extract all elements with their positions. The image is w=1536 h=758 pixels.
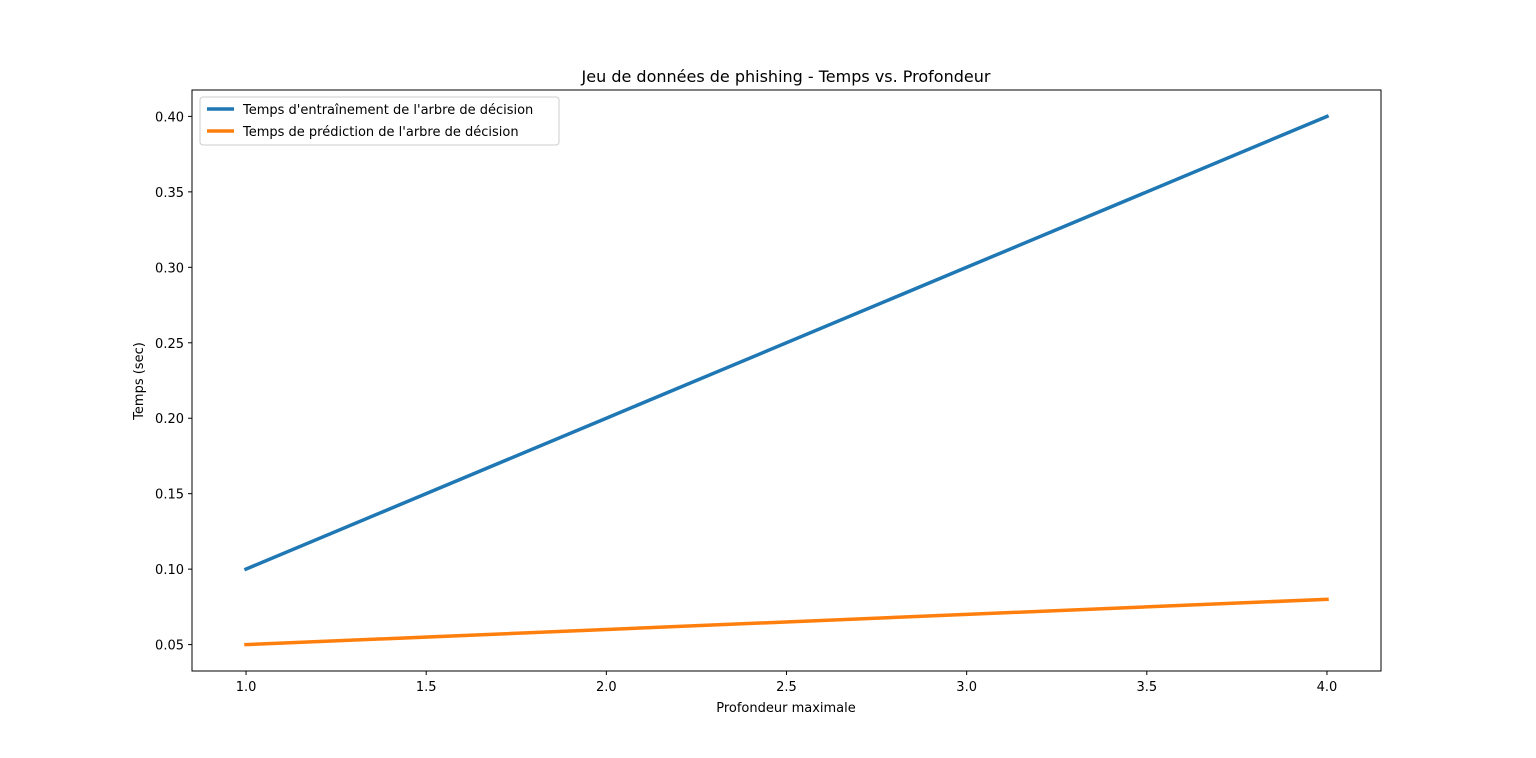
- y-tick-label: 0.05: [155, 639, 184, 654]
- legend: Temps d'entraînement de l'arbre de décis…: [199, 96, 560, 146]
- y-tick-label: 0.10: [155, 563, 184, 578]
- x-tick-label: 2.5: [776, 680, 797, 695]
- x-tick-label: 4.0: [1317, 680, 1338, 695]
- y-tick-label: 0.35: [155, 186, 184, 201]
- y-tick-label: 0.15: [155, 488, 184, 503]
- x-axis-label: Profondeur maximale: [716, 701, 856, 716]
- series-line-2: [244, 597, 1329, 647]
- legend-label-1: Temps d'entraînement de l'arbre de décis…: [242, 103, 533, 118]
- x-tick-label: 2.0: [596, 680, 617, 695]
- plot-area: [243, 114, 1330, 647]
- y-tick-label: 0.40: [155, 110, 184, 125]
- y-axis-label: Temps (sec): [132, 342, 147, 421]
- y-tick-label: 0.25: [155, 337, 184, 352]
- x-tick-label: 3.0: [956, 680, 977, 695]
- legend-label-2: Temps de prédiction de l'arbre de décisi…: [242, 125, 519, 140]
- chart-title: Jeu de données de phishing - Temps vs. P…: [581, 67, 991, 86]
- axis-ticks: 1.0 1.5 2.0 2.5 3.0 3.5 4.0 0.05 0.10 0.15 0.20 0.2…: [155, 110, 1337, 695]
- x-tick-label: 3.5: [1136, 680, 1157, 695]
- legend-box: [199, 96, 560, 146]
- x-tick-label: 1.0: [236, 680, 257, 695]
- plot-frame: [191, 89, 1382, 672]
- series-line-1: [243, 114, 1330, 572]
- x-tick-label: 1.5: [416, 680, 437, 695]
- y-tick-label: 0.30: [155, 261, 184, 276]
- y-tick-label: 0.20: [155, 412, 184, 427]
